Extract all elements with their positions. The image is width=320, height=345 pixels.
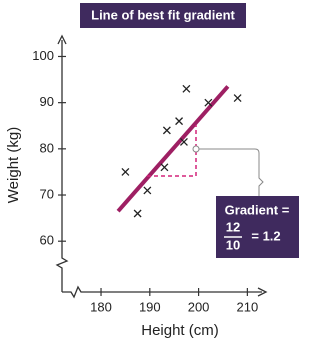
scatter-point <box>143 186 152 195</box>
y-axis <box>55 40 69 292</box>
y-tick-label: 80 <box>40 140 54 155</box>
x-tick-label: 200 <box>188 299 210 314</box>
scatter-point <box>204 98 213 107</box>
y-tick-label: 90 <box>40 94 54 109</box>
x-tick-label: 190 <box>139 299 161 314</box>
y-tick-label: 100 <box>32 48 54 63</box>
scatter-point <box>182 84 191 93</box>
y-tick-label: 60 <box>40 233 54 248</box>
gradient-rise: 12 <box>226 219 240 234</box>
y-axis-label: Weight (kg) <box>5 127 22 203</box>
scatter-point <box>175 117 184 126</box>
x-axis-label: Height (cm) <box>141 322 219 339</box>
title-box <box>80 3 246 28</box>
gradient-label: Gradient = <box>225 202 290 217</box>
gradient-triangle <box>147 125 197 177</box>
fit-line <box>116 85 230 213</box>
x-tick-label: 180 <box>90 299 112 314</box>
scatter-point <box>121 167 130 176</box>
chart-title: Line of best fit gradient <box>91 7 235 22</box>
gradient-box <box>216 196 299 258</box>
y-tick-label: 70 <box>40 186 54 201</box>
gradient-result: = 1.2 <box>251 228 280 243</box>
scatter-point <box>162 126 171 135</box>
scatter-point <box>233 94 242 102</box>
axes <box>55 34 268 299</box>
x-tick-label: 210 <box>237 299 259 314</box>
y-axis-arrow <box>57 34 67 45</box>
scatter-point <box>133 209 142 218</box>
connector <box>199 148 264 196</box>
scatter-point <box>160 163 169 172</box>
x-axis-arrow <box>257 287 268 297</box>
scatter-point <box>179 137 188 146</box>
x-axis <box>62 285 262 299</box>
connector-dot <box>192 145 200 153</box>
chart: Line of best fit gradient Height (cm) We… <box>5 3 299 339</box>
gradient-run: 10 <box>226 237 240 252</box>
